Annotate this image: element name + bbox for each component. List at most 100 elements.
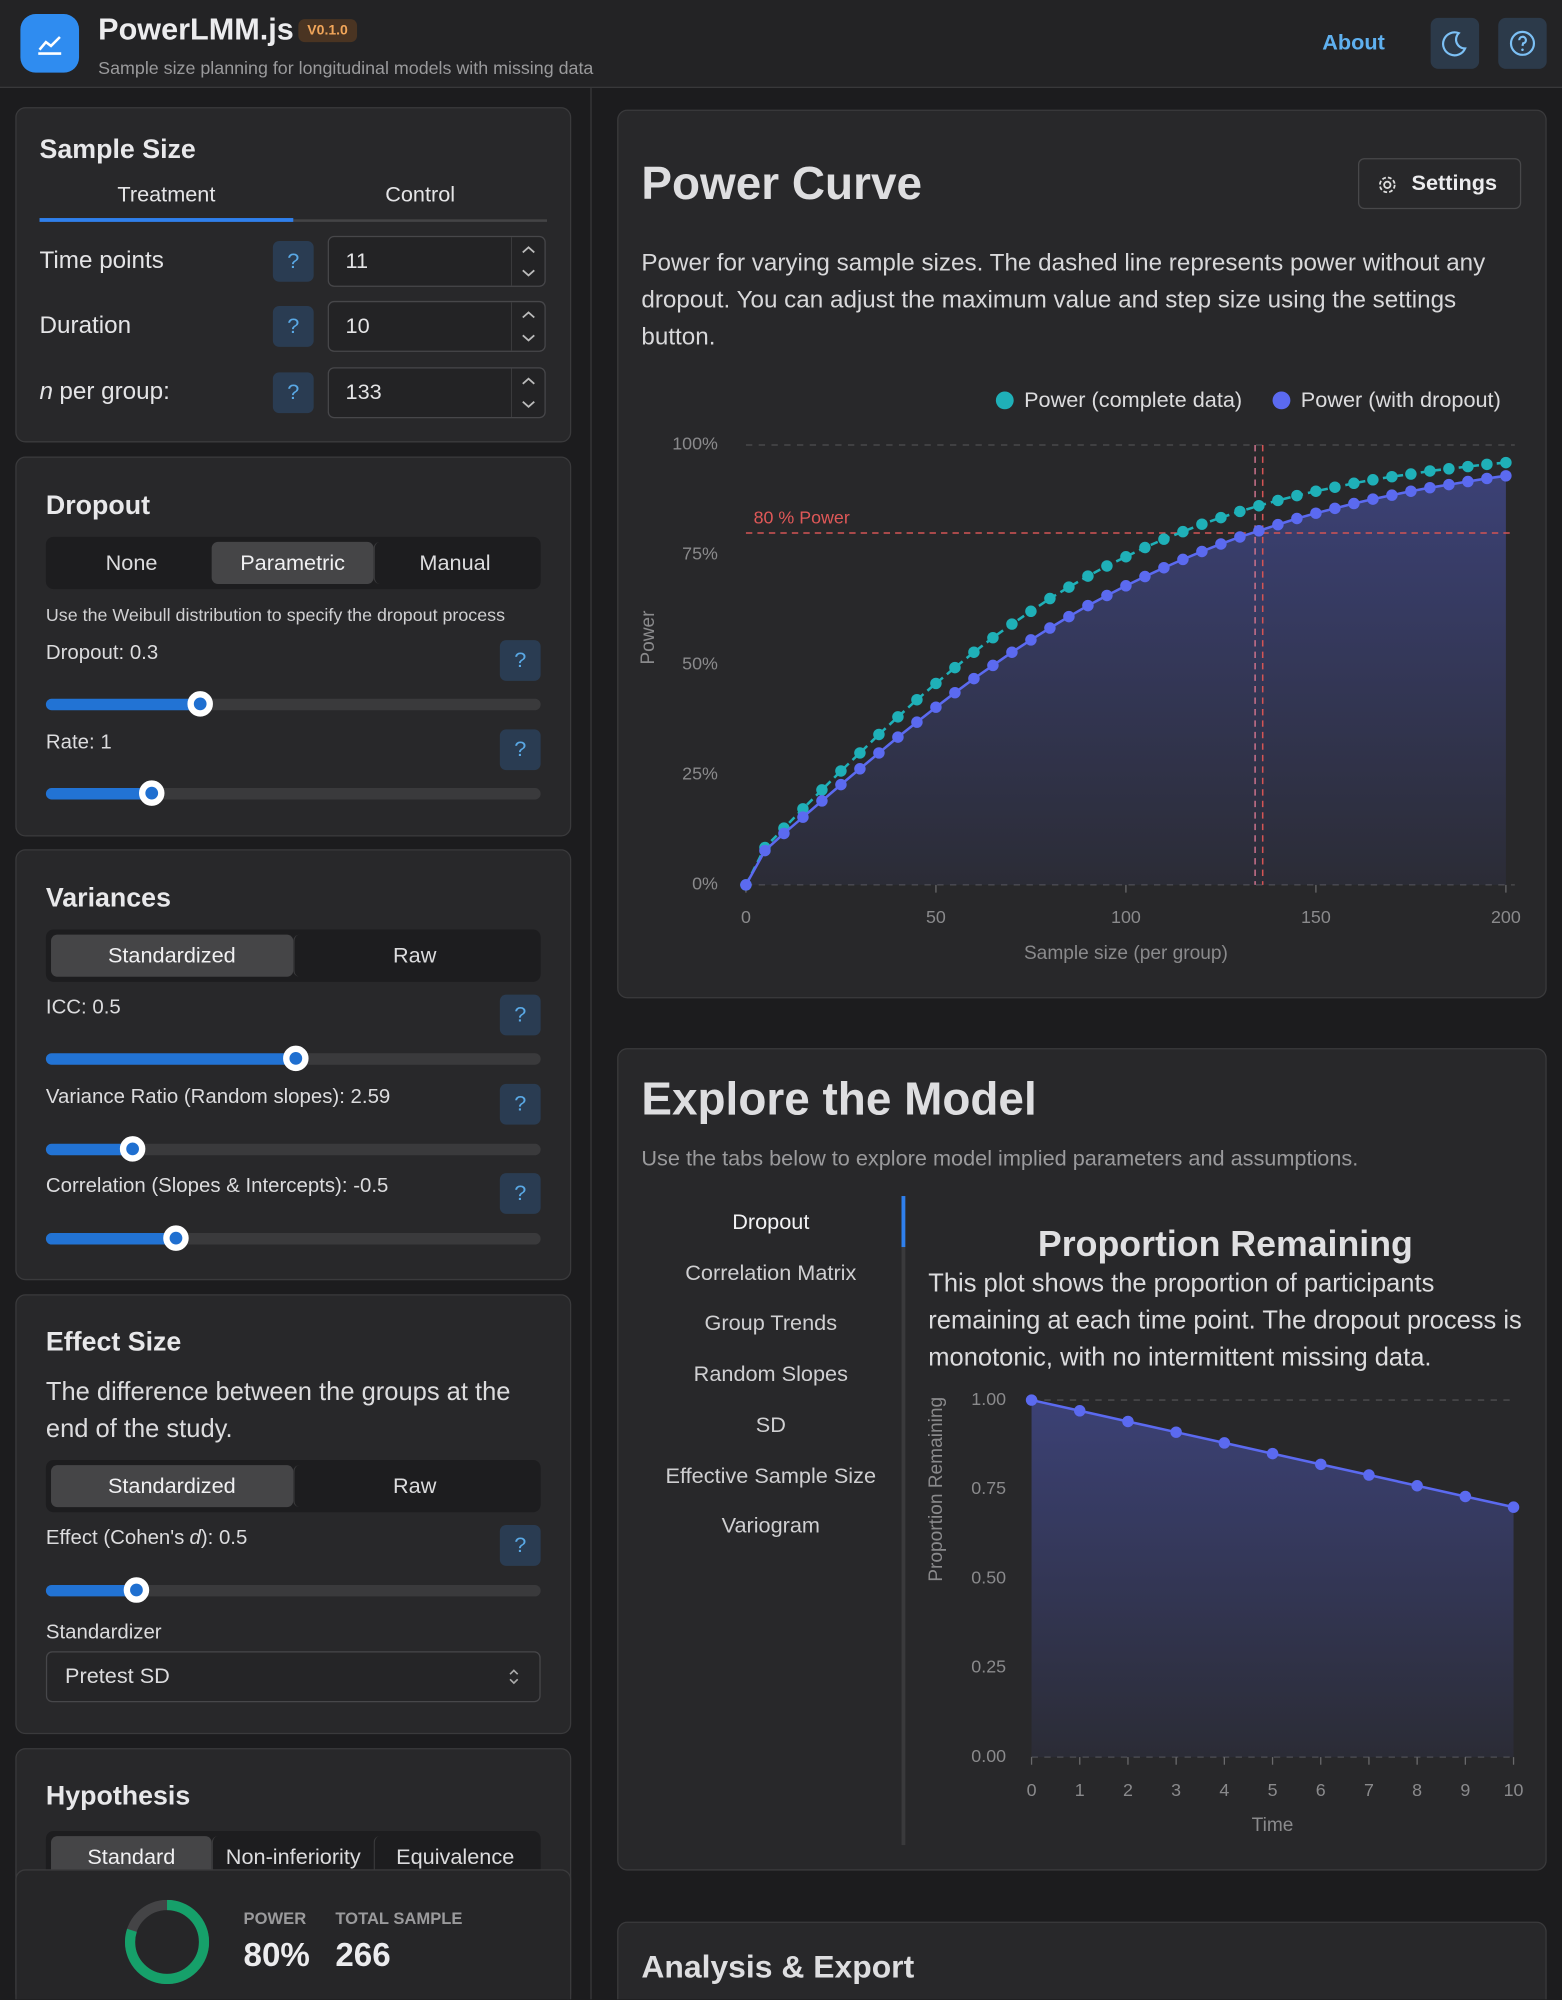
data-point <box>1315 1458 1327 1471</box>
segment-option[interactable]: Non-inferiority <box>211 1836 374 1879</box>
slider[interactable] <box>45 780 541 806</box>
dropout-description: Use the Weibull distribution to specify … <box>45 604 505 625</box>
select-label: Standardizer <box>45 1621 162 1644</box>
help-menu-button[interactable] <box>1498 17 1547 69</box>
settings-button[interactable]: Settings <box>1357 158 1522 210</box>
legend-label: Power (complete data) <box>1024 387 1243 412</box>
help-button[interactable]: ? <box>499 640 541 681</box>
data-point <box>930 701 942 713</box>
data-point <box>1215 538 1227 550</box>
help-button[interactable]: ? <box>499 994 541 1036</box>
explore-tab[interactable]: Variogram <box>721 1513 820 1539</box>
slider[interactable] <box>45 691 541 717</box>
number-input[interactable]: 10 <box>327 300 546 352</box>
spinner[interactable] <box>511 368 545 417</box>
slider[interactable] <box>45 1045 541 1072</box>
explore-tab[interactable]: Effective Sample Size <box>665 1463 877 1488</box>
data-point <box>1063 581 1075 593</box>
data-point <box>1158 562 1170 574</box>
y-tick-label: 0.25 <box>971 1657 1006 1677</box>
data-point <box>1082 599 1094 612</box>
data-point <box>816 795 828 807</box>
x-tick-label: 0 <box>741 907 751 927</box>
data-point <box>1363 1469 1375 1481</box>
app-title: PowerLMM.js <box>98 12 294 48</box>
segment-option[interactable]: Standardized <box>51 934 293 977</box>
data-point <box>1500 470 1512 482</box>
explore-tab[interactable]: Correlation Matrix <box>685 1260 857 1285</box>
help-button[interactable]: ? <box>499 1083 541 1125</box>
tabs-divider <box>901 1196 906 1846</box>
legend-label: Power (with dropout) <box>1300 387 1501 412</box>
number-input[interactable]: 133 <box>327 367 546 419</box>
tab-underline <box>39 218 294 222</box>
spinner[interactable] <box>511 237 545 286</box>
theme-button[interactable] <box>1430 17 1480 69</box>
segment-option[interactable]: Equivalence <box>373 1836 536 1879</box>
help-button[interactable]: ? <box>272 240 314 282</box>
data-point <box>1101 589 1113 602</box>
card-title: Dropout <box>45 490 151 521</box>
data-point <box>778 827 790 840</box>
x-tick-label: 150 <box>1301 907 1331 927</box>
y-tick-label: 75% <box>682 544 718 564</box>
explore-tab[interactable]: SD <box>755 1412 786 1437</box>
slider[interactable] <box>45 1136 541 1162</box>
data-point <box>1443 478 1455 491</box>
legend-item: Power (complete data) <box>996 388 1242 414</box>
segmented-control: Standardized Raw <box>45 1459 541 1513</box>
segment-option[interactable]: Standardized <box>51 1465 293 1508</box>
slider[interactable] <box>45 1225 541 1251</box>
group-tab[interactable]: Treatment <box>117 182 216 207</box>
data-point <box>1074 1405 1086 1417</box>
data-point <box>1120 551 1132 563</box>
card-title: Variances <box>45 883 171 913</box>
help-button[interactable]: ? <box>499 1173 541 1214</box>
nav-about[interactable]: About <box>1322 30 1385 55</box>
select[interactable]: Pretest SD <box>45 1651 541 1703</box>
logo[interactable] <box>20 14 80 73</box>
data-point <box>1025 634 1037 646</box>
data-point <box>1424 481 1436 494</box>
segment-option[interactable]: Manual <box>373 541 535 584</box>
slider-label: Rate: 1 <box>45 731 112 754</box>
segment-option[interactable]: Raw <box>292 934 536 977</box>
explore-tab[interactable]: Group Trends <box>704 1311 838 1336</box>
explore-tab[interactable]: Random Slopes <box>693 1361 848 1387</box>
help-button[interactable]: ? <box>499 729 541 771</box>
data-point <box>892 711 904 723</box>
segment-option[interactable]: Parametric <box>212 541 374 584</box>
group-tab[interactable]: Control <box>385 182 456 207</box>
y-tick-label: 1.00 <box>971 1389 1006 1409</box>
data-point <box>1329 481 1341 493</box>
gear-icon <box>1379 176 1396 194</box>
data-point <box>1481 458 1493 471</box>
data-point <box>1196 518 1208 530</box>
y-tick-label: 0.50 <box>971 1567 1006 1587</box>
reference-label: 80 % Power <box>754 508 850 528</box>
x-tick-label: 7 <box>1364 1780 1374 1800</box>
spinner[interactable] <box>511 302 545 351</box>
summary-label: POWER <box>243 1908 307 1928</box>
data-point <box>759 844 771 857</box>
data-point <box>949 686 961 699</box>
data-point <box>1462 475 1474 488</box>
help-button[interactable]: ? <box>499 1525 541 1566</box>
segment-option[interactable]: None <box>105 550 158 576</box>
explore-tab[interactable]: Dropout <box>732 1210 810 1235</box>
segment-option[interactable]: Raw <box>292 1465 536 1508</box>
data-point <box>968 646 980 658</box>
ring-value <box>124 1899 210 1985</box>
tab-indicator <box>901 1196 906 1248</box>
x-tick-label: 8 <box>1412 1780 1422 1800</box>
slider-label: Dropout: 0.3 <box>45 642 159 665</box>
moon-icon <box>1442 31 1467 57</box>
help-button[interactable]: ? <box>272 372 314 414</box>
number-input[interactable]: 11 <box>327 235 546 287</box>
help-button[interactable]: ? <box>272 306 314 347</box>
slider[interactable] <box>45 1577 541 1603</box>
chart-description: This plot shows the proportion of partic… <box>928 1269 1522 1373</box>
x-tick-label: 4 <box>1219 1780 1229 1800</box>
label-italic: n <box>39 378 54 406</box>
x-axis-label: Time <box>1252 1815 1294 1836</box>
